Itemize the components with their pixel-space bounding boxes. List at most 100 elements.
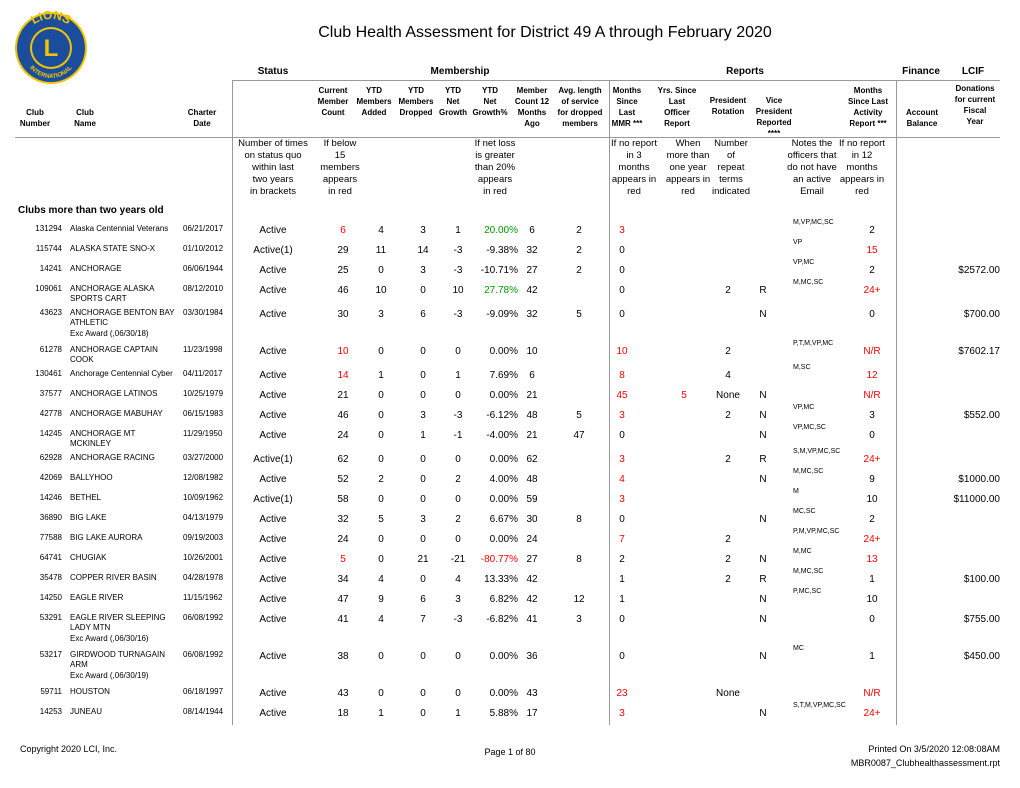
club-number: 36890	[39, 513, 62, 522]
cell-vp: N	[759, 554, 767, 565]
cell-cur: 30	[337, 309, 349, 320]
charter-date: 11/23/1998	[183, 345, 223, 354]
column-header: Added	[361, 108, 387, 117]
club-name-text: BIG LAKE	[70, 513, 107, 522]
officers-reported: P,T,M,VP,MC	[793, 340, 834, 347]
printed-on: Printed On 3/5/2020 12:08:08AM	[868, 744, 1000, 754]
header-rule	[15, 137, 1000, 138]
club-row: 131294 Alaska Centennial Veterans 06/21/20…	[0, 219, 1020, 242]
club-row: 53291 EAGLE RIVER SLEEPING LADY MTN Exc Aw…	[0, 611, 1020, 648]
club-name: ANCHORAGE MT MCKINLEY	[70, 429, 178, 449]
cell-cur: 24	[337, 430, 349, 441]
cell-cur: 46	[337, 285, 349, 296]
group-rule	[232, 80, 1000, 81]
cell-mmr: 3	[619, 454, 625, 465]
cell-don: $2572.00	[958, 265, 1000, 276]
column-note: terms	[719, 174, 743, 185]
cell-net: 2	[455, 474, 461, 485]
cell-add: 0	[378, 554, 384, 565]
cell-vp: N	[759, 614, 767, 625]
club-number: 14253	[39, 707, 62, 716]
cell-avg: 12	[573, 594, 585, 605]
cell-m12: 42	[526, 594, 538, 605]
column-note: red	[681, 186, 695, 197]
cell-cur: 29	[337, 245, 349, 256]
column-divider	[609, 80, 610, 725]
cell-status: Active(1)	[253, 245, 293, 256]
cell-cur: 38	[337, 651, 349, 662]
cell-status: Active	[259, 309, 287, 320]
cell-net: 0	[455, 494, 461, 505]
cell-pct: 13.33%	[484, 574, 518, 585]
cell-cur: 18	[337, 708, 349, 719]
cell-pres: 2	[725, 285, 731, 296]
column-header: MMR ***	[611, 119, 643, 128]
column-header: Year	[966, 117, 984, 126]
logo-top-text: LIONS	[28, 8, 73, 27]
column-note: an active	[792, 174, 832, 185]
cell-add: 11	[375, 245, 387, 256]
club-row: 14246 BETHEL 10/09/1962 Active(1) 58 0 0 0 0.00%…	[0, 488, 1020, 511]
cell-mmr: 0	[619, 285, 625, 296]
officers-reported: M,VP,MC,SC	[793, 219, 834, 226]
club-name: COPPER RIVER BASIN	[70, 573, 178, 583]
column-note: members	[320, 162, 360, 173]
cell-cur: 14	[337, 370, 349, 381]
cell-avg: 3	[576, 614, 582, 625]
group-header: LCIF	[961, 66, 985, 77]
column-header: Club	[76, 108, 94, 117]
cell-cur: 25	[337, 265, 349, 276]
club-number: 130461	[35, 369, 62, 378]
cell-m12: 48	[526, 410, 538, 421]
cell-status: Active	[259, 534, 287, 545]
cell-drop: 3	[420, 225, 426, 236]
cell-mmr: 3	[619, 708, 625, 719]
column-header: Net	[483, 97, 497, 106]
cell-status: Active	[259, 410, 287, 421]
cell-cur: 46	[337, 410, 349, 421]
cell-mmr: 8	[619, 370, 625, 381]
cell-vp: N	[759, 410, 767, 421]
club-name-text: ANCHORAGE LATINOS	[70, 389, 158, 398]
charter-date: 06/08/1992	[183, 613, 224, 622]
cell-vp: N	[759, 514, 767, 525]
cell-status: Active	[259, 390, 287, 401]
club-name: ANCHORAGE CAPTAIN COOK	[70, 345, 178, 365]
cell-cur: 43	[337, 688, 349, 699]
club-number: 35478	[39, 573, 62, 582]
column-header: Since	[616, 97, 638, 106]
cell-pct: 7.69%	[489, 370, 518, 381]
column-header: Activity	[853, 108, 883, 117]
group-header: Reports	[726, 66, 764, 77]
cell-act: 24+	[863, 708, 881, 719]
officers-reported: MC,SC	[793, 508, 816, 515]
group-header: Status	[257, 66, 289, 77]
cell-status: Active	[259, 474, 287, 485]
cell-status: Active	[259, 688, 287, 699]
charter-date: 04/28/1978	[183, 573, 224, 582]
cell-avg: 2	[576, 225, 582, 236]
cell-add: 0	[378, 390, 384, 401]
club-name-text: GIRDWOOD TURNAGAIN ARM	[70, 650, 165, 669]
cell-pct: 0.00%	[489, 390, 518, 401]
cell-pres: 2	[725, 454, 731, 465]
cell-vp: R	[759, 454, 767, 465]
cell-pct: 0.00%	[489, 494, 518, 505]
cell-status: Active	[259, 708, 287, 719]
cell-net: -3	[453, 410, 463, 421]
cell-vp: N	[759, 390, 767, 401]
column-header: Last	[668, 97, 686, 106]
page-number: Page 1 of 80	[484, 747, 536, 757]
column-header: Last	[618, 108, 636, 117]
cell-act: 0	[869, 614, 875, 625]
club-row: 130461 Anchorage Centennial Cyber 04/11/20…	[0, 364, 1020, 387]
column-note: When	[675, 138, 701, 149]
officers-reported: S,T,M,VP,MC,SC	[793, 702, 846, 709]
cell-drop: 3	[420, 514, 426, 525]
column-note: repeat	[717, 162, 745, 173]
cell-mmr: 0	[619, 514, 625, 525]
cell-add: 4	[378, 574, 384, 585]
column-header: Report ***	[849, 119, 887, 128]
charter-date: 01/10/2012	[183, 244, 224, 253]
cell-status: Active	[259, 594, 287, 605]
